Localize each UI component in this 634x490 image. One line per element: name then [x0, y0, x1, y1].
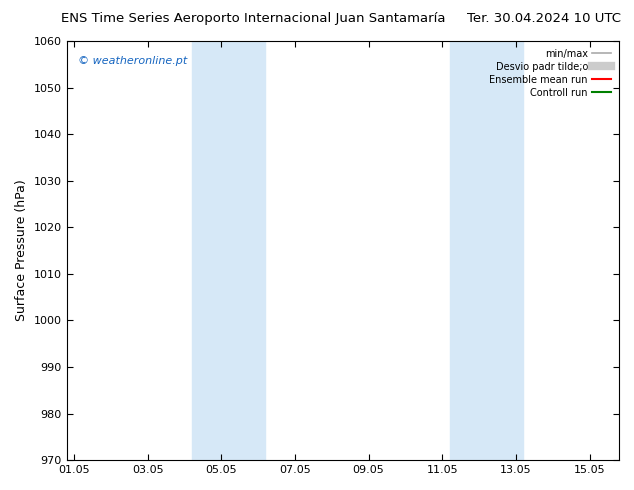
Bar [450, 41, 523, 460]
Legend: min/max, Desvio padr tilde;o, Ensemble mean run, Controll run: min/max, Desvio padr tilde;o, Ensemble m… [486, 46, 614, 100]
Text: Ter. 30.04.2024 10 UTC: Ter. 30.04.2024 10 UTC [467, 12, 621, 25]
Y-axis label: Surface Pressure (hPa): Surface Pressure (hPa) [15, 180, 28, 321]
Text: ENS Time Series Aeroporto Internacional Juan Santamaría: ENS Time Series Aeroporto Internacional … [61, 12, 446, 25]
Bar [191, 41, 266, 460]
Text: © weatheronline.pt: © weatheronline.pt [77, 56, 187, 66]
